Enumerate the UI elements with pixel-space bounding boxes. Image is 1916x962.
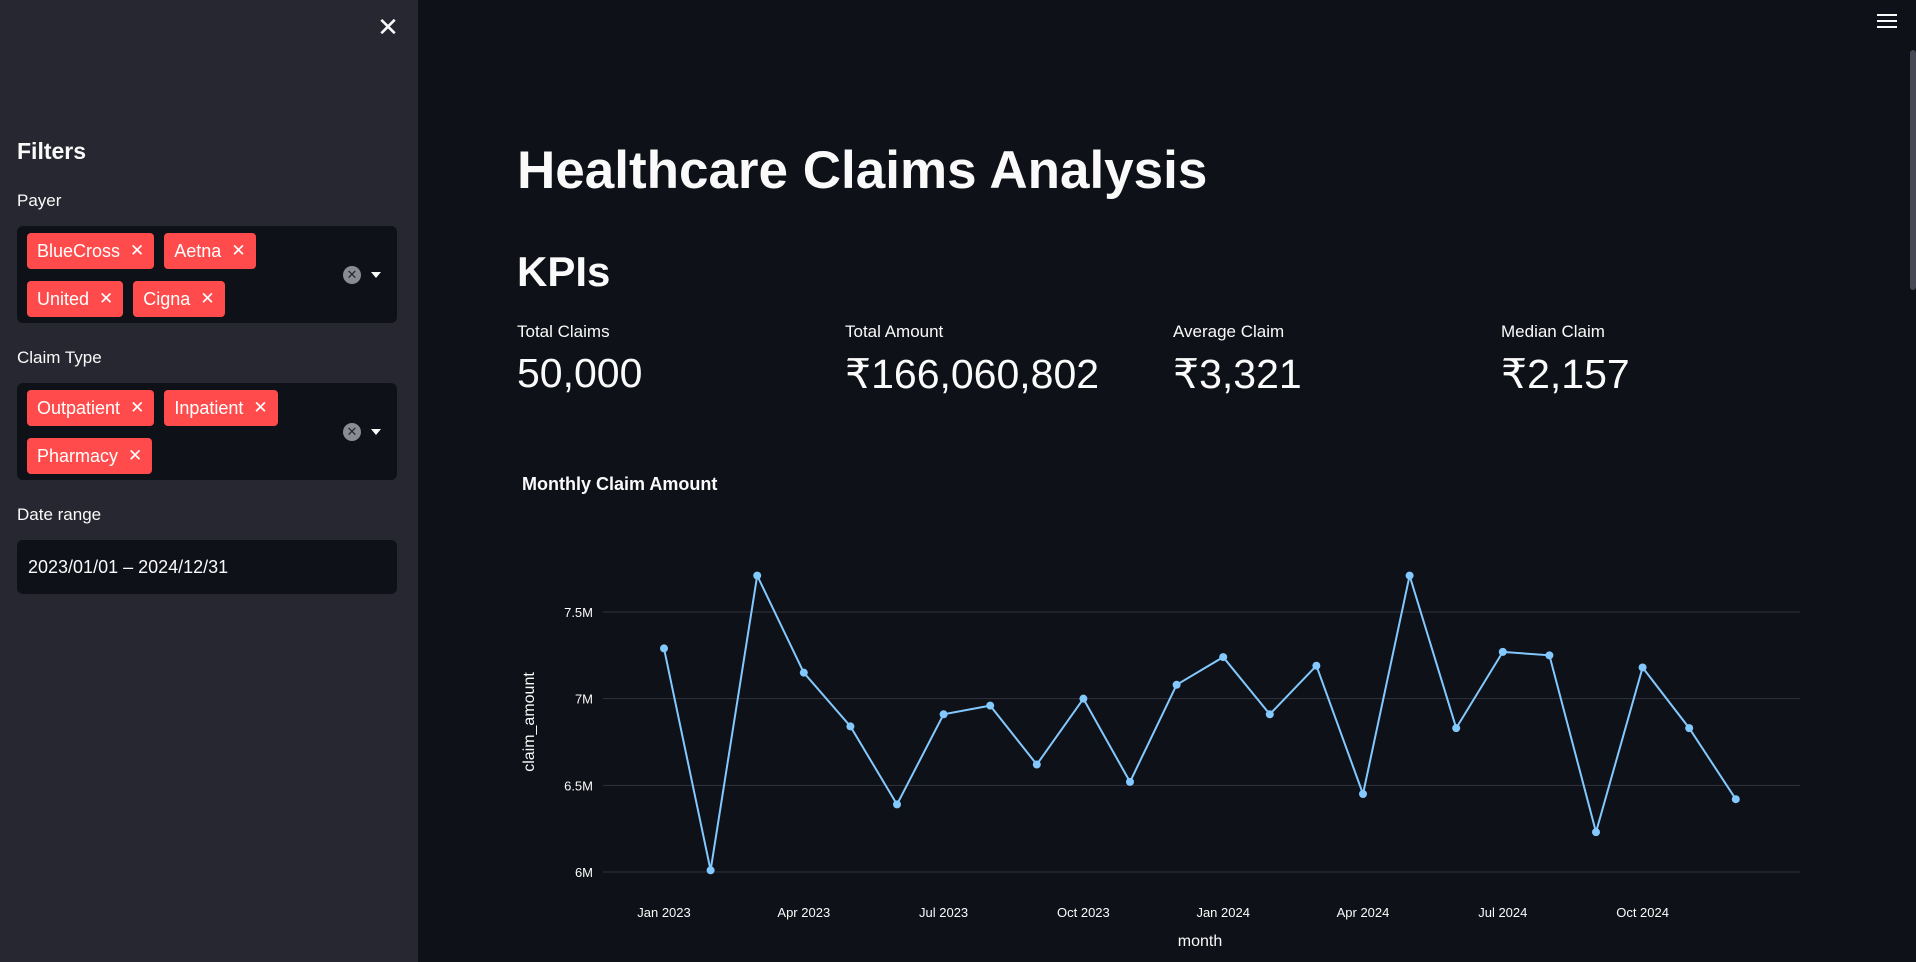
y-tick-label: 7M <box>575 692 593 707</box>
data-point <box>1405 571 1414 580</box>
data-point <box>1265 710 1274 719</box>
chevron-down-icon[interactable] <box>371 271 381 278</box>
data-point <box>753 571 762 580</box>
data-point <box>1685 724 1694 733</box>
sidebar: ✕ Filters Payer BlueCross ✕ Aetna ✕ United… <box>0 0 418 962</box>
x-tick-label: Jul 2024 <box>1478 905 1527 920</box>
close-icon[interactable]: ✕ <box>377 12 399 42</box>
claim-type-label: Claim Type <box>17 348 102 367</box>
chip-remove-icon[interactable]: ✕ <box>231 241 246 260</box>
payer-multiselect[interactable]: BlueCross ✕ Aetna ✕ United ✕ Cigna ✕ ✕ <box>17 226 397 323</box>
metric-label: Total Amount <box>845 322 944 341</box>
payer-label: Payer <box>17 191 62 210</box>
x-axis-label: month <box>1178 933 1222 950</box>
chip-label: BlueCross <box>37 241 121 261</box>
y-tick-label: 6.5M <box>564 778 593 793</box>
chip-label: Pharmacy <box>37 446 119 466</box>
chip-label: Cigna <box>143 289 191 309</box>
data-point <box>1498 647 1507 656</box>
x-tick-label: Jan 2024 <box>1196 905 1250 920</box>
clear-all-icon[interactable]: ✕ <box>343 265 361 284</box>
chip-remove-icon[interactable]: ✕ <box>130 398 145 417</box>
data-point <box>1452 724 1461 733</box>
claim-type-chip: Inpatient ✕ <box>164 390 278 426</box>
chart-title: Monthly Claim Amount <box>522 474 718 494</box>
data-point <box>1731 795 1740 804</box>
kpi-section-title: KPIs <box>517 248 611 295</box>
monthly-claim-chart: 6M 6.5M 7M 7.5M Jan 2023 Apr 2023 Jul 2023 Oct … <box>521 571 1800 950</box>
date-range-input[interactable]: 2023/01/01 – 2024/12/31 <box>17 540 397 594</box>
metric-median-claim: Median Claim ₹2,157 <box>1501 322 1821 398</box>
claim-type-chips: Outpatient ✕ Inpatient ✕ Pharmacy ✕ <box>27 390 347 474</box>
y-tick-label: 6M <box>575 865 593 880</box>
page-title: Healthcare Claims Analysis <box>517 141 1208 200</box>
metric-value: ₹166,060,802 <box>845 351 1100 397</box>
y-tick-label: 7.5M <box>564 605 593 620</box>
payer-chip: Cigna ✕ <box>133 281 225 317</box>
metric-total-claims: Total Claims 50,000 <box>517 322 837 397</box>
metric-value: ₹2,157 <box>1501 351 1630 397</box>
metric-label: Total Claims <box>517 322 610 341</box>
payer-chip: United ✕ <box>27 281 124 317</box>
data-point <box>1312 661 1321 670</box>
date-range-label: Date range <box>17 505 102 524</box>
chip-label: Outpatient <box>37 398 121 418</box>
data-point <box>1219 653 1228 662</box>
x-tick-label: Apr 2024 <box>1337 905 1390 920</box>
chevron-down-icon[interactable] <box>371 428 381 435</box>
x-tick-label: Jan 2023 <box>637 905 691 920</box>
metric-value: ₹3,321 <box>1173 351 1302 397</box>
x-tick-label: Oct 2024 <box>1616 905 1669 920</box>
data-point <box>893 800 901 809</box>
chip-label: Aetna <box>174 241 222 261</box>
x-tick-label: Jul 2023 <box>919 905 968 920</box>
x-tick-label: Oct 2023 <box>1057 905 1110 920</box>
sidebar-header: Filters <box>17 138 87 164</box>
payer-chips: BlueCross ✕ Aetna ✕ United ✕ Cigna ✕ <box>27 233 347 317</box>
data-point <box>799 668 808 677</box>
chip-remove-icon[interactable]: ✕ <box>253 398 268 417</box>
data-point <box>706 866 715 875</box>
metric-total-amount: Total Amount ₹166,060,802 <box>845 322 1165 398</box>
chip-label: United <box>37 289 90 309</box>
data-point <box>1545 651 1554 660</box>
data-point <box>1079 694 1088 703</box>
metric-label: Average Claim <box>1173 322 1285 341</box>
clear-all-icon[interactable]: ✕ <box>343 422 361 441</box>
scrollbar[interactable] <box>1910 50 1916 290</box>
chip-remove-icon[interactable]: ✕ <box>130 241 145 260</box>
data-point <box>1032 760 1041 769</box>
y-axis-label: claim_amount <box>521 672 538 772</box>
hamburger-menu-icon[interactable] <box>1877 14 1897 30</box>
claim-type-multiselect[interactable]: Outpatient ✕ Inpatient ✕ Pharmacy ✕ ✕ <box>17 383 397 480</box>
data-point <box>846 722 855 731</box>
payer-chip: BlueCross ✕ <box>27 233 155 269</box>
data-point <box>1126 777 1134 786</box>
chip-remove-icon[interactable]: ✕ <box>200 289 215 308</box>
data-point <box>1638 663 1647 672</box>
chip-remove-icon[interactable]: ✕ <box>99 289 114 308</box>
data-point <box>986 701 995 710</box>
payer-chip: Aetna ✕ <box>164 233 256 269</box>
x-tick-label: Apr 2023 <box>777 905 830 920</box>
metric-value: 50,000 <box>517 350 643 396</box>
series-line <box>663 571 1737 871</box>
claim-type-chip: Outpatient ✕ <box>27 390 155 426</box>
metric-label: Median Claim <box>1501 322 1605 341</box>
metric-average-claim: Average Claim ₹3,321 <box>1173 322 1493 398</box>
data-point <box>1359 790 1367 798</box>
data-point <box>939 710 948 719</box>
chip-remove-icon[interactable]: ✕ <box>128 446 143 465</box>
data-point <box>1592 828 1600 837</box>
claim-type-chip: Pharmacy ✕ <box>27 438 153 474</box>
data-point <box>1172 680 1181 689</box>
data-point <box>660 644 668 653</box>
chip-label: Inpatient <box>174 398 244 418</box>
